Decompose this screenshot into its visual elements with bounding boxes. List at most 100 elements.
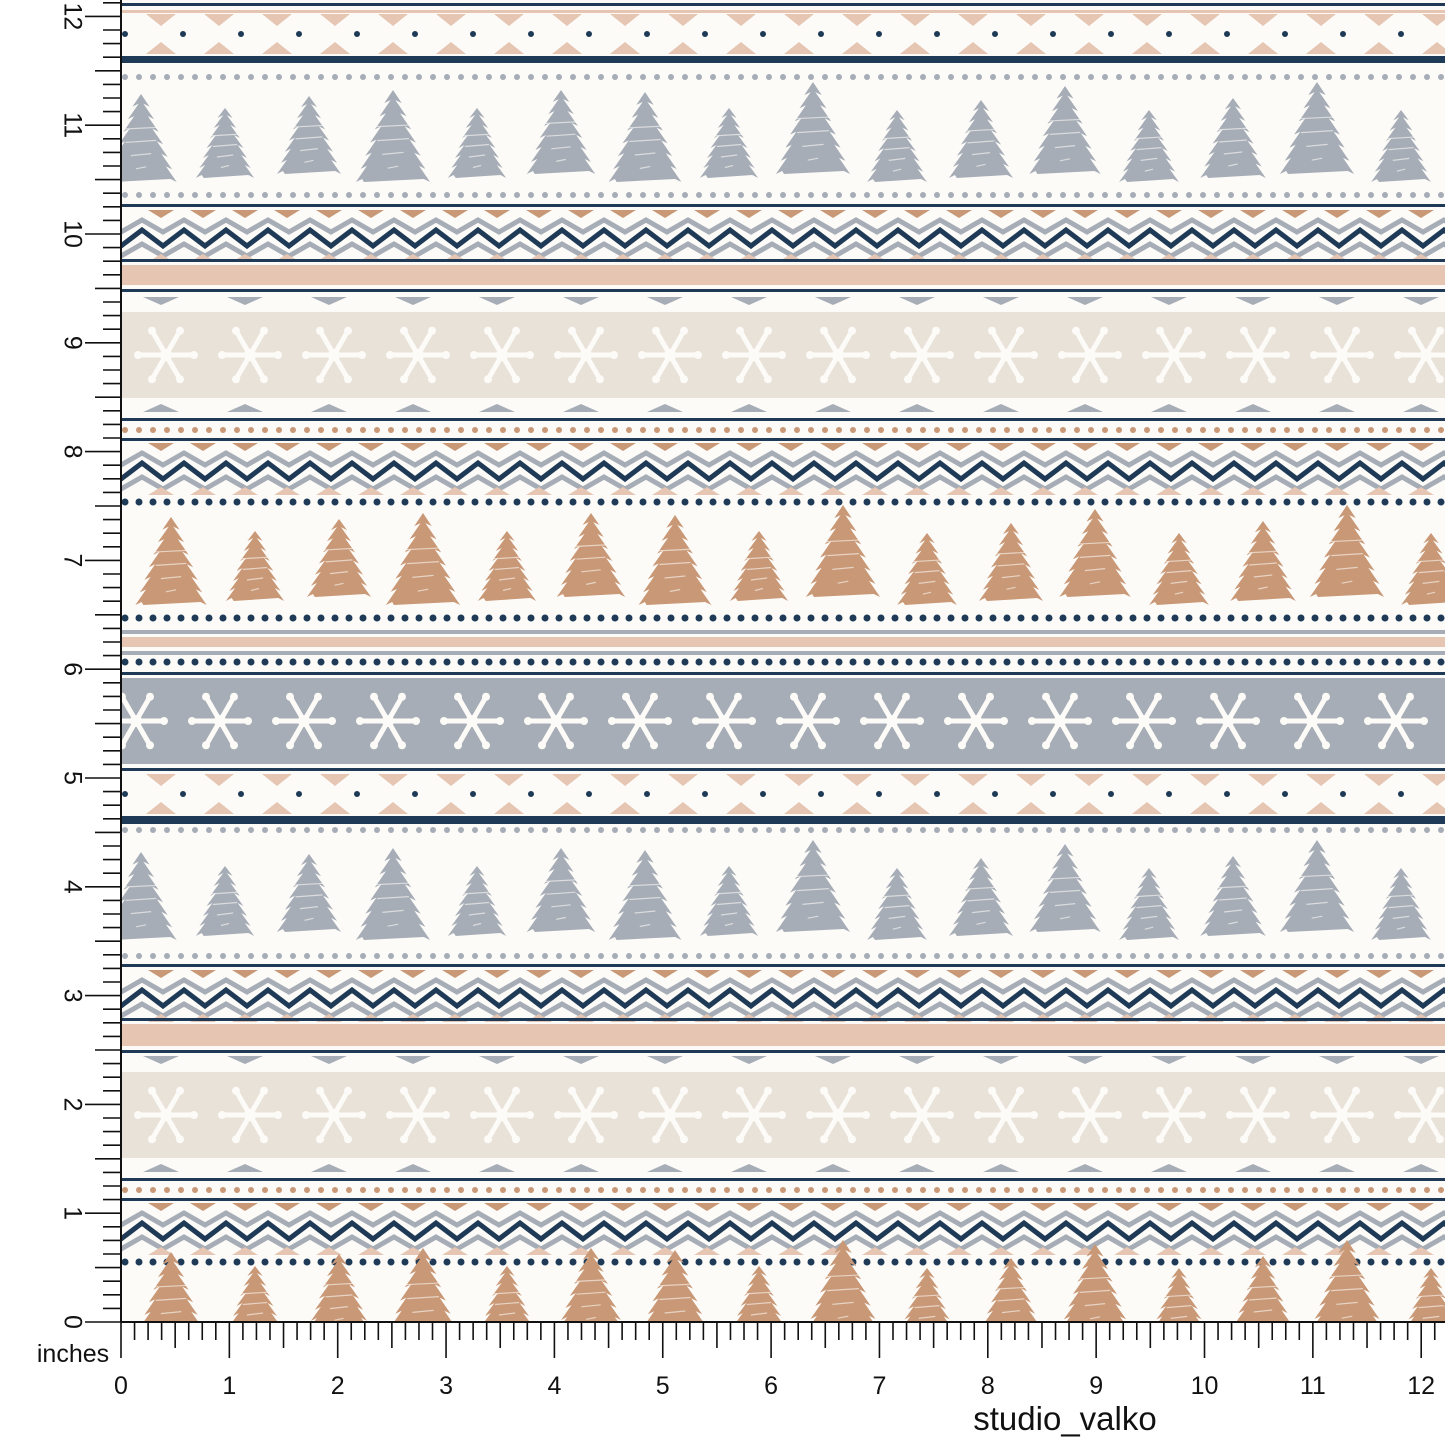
snowflake-tip xyxy=(1000,717,1008,725)
dot xyxy=(696,1187,702,1193)
tree-texture xyxy=(1244,550,1282,554)
dot xyxy=(1032,74,1038,80)
triangle xyxy=(899,1164,935,1172)
dot xyxy=(989,658,997,666)
tree xyxy=(225,531,285,601)
triangle xyxy=(1156,1203,1182,1211)
dot xyxy=(318,74,324,80)
triangle xyxy=(1072,970,1098,978)
triangle xyxy=(400,487,426,495)
dot xyxy=(976,192,982,198)
triangle xyxy=(1408,443,1434,451)
triangle xyxy=(694,487,720,495)
snowflake-core xyxy=(550,715,562,727)
tree-texture xyxy=(976,921,986,925)
triangle xyxy=(1156,487,1182,495)
dot xyxy=(1200,192,1206,198)
tree xyxy=(306,519,372,597)
dot xyxy=(612,827,618,833)
triangle xyxy=(958,42,988,54)
snowflake-tip xyxy=(470,351,478,359)
dot xyxy=(345,498,353,506)
dot xyxy=(836,427,842,433)
snowflake-core xyxy=(214,715,226,727)
tree-texture xyxy=(1249,1297,1277,1301)
triangle xyxy=(1067,1164,1103,1172)
dot xyxy=(262,192,268,198)
triangle xyxy=(820,443,846,451)
dot xyxy=(1367,1258,1375,1266)
tree-texture xyxy=(1306,143,1328,147)
dot xyxy=(1172,1187,1178,1193)
tree-texture xyxy=(1244,1285,1282,1289)
dot xyxy=(780,953,786,959)
triangle xyxy=(1067,297,1103,305)
tree-texture xyxy=(639,165,651,170)
dot xyxy=(850,427,856,433)
triangle xyxy=(274,210,300,218)
tree-texture xyxy=(971,910,991,914)
triangle xyxy=(227,404,263,412)
dot xyxy=(807,614,815,622)
snowflake-core xyxy=(748,1109,760,1121)
dot xyxy=(1046,427,1052,433)
dot xyxy=(808,74,814,80)
dot xyxy=(611,498,619,506)
dot xyxy=(149,658,157,666)
dot xyxy=(696,192,702,198)
tree-texture xyxy=(242,566,268,571)
dot xyxy=(289,658,297,666)
dot xyxy=(247,658,255,666)
tree-texture xyxy=(160,1311,182,1315)
dot xyxy=(1311,498,1319,506)
snowflake-tip xyxy=(1240,1086,1248,1095)
dot xyxy=(1059,498,1067,506)
dot xyxy=(121,498,129,506)
dot xyxy=(738,74,744,80)
triangle xyxy=(1198,970,1224,978)
dot xyxy=(1186,192,1192,198)
dot xyxy=(751,614,759,622)
tree xyxy=(121,94,177,182)
dot xyxy=(1129,658,1137,666)
dot xyxy=(192,953,198,959)
dot xyxy=(1326,427,1332,433)
dot xyxy=(556,74,562,80)
snowflake-tip xyxy=(946,1111,954,1119)
triangle xyxy=(484,970,510,978)
dot xyxy=(317,498,325,506)
dot xyxy=(598,1187,604,1193)
snowflake-tip xyxy=(344,1135,352,1144)
dot xyxy=(318,953,324,959)
dot xyxy=(1298,427,1304,433)
dot xyxy=(276,427,282,433)
snowflake-core xyxy=(244,1109,256,1121)
dot xyxy=(415,658,423,666)
tree-texture xyxy=(502,587,512,592)
dot xyxy=(1367,498,1375,506)
tree xyxy=(867,110,927,182)
tree-texture xyxy=(629,896,661,901)
triangle xyxy=(400,1247,426,1255)
tree-texture xyxy=(837,580,849,584)
triangle xyxy=(479,1056,515,1064)
dot xyxy=(976,1187,982,1193)
tree-texture xyxy=(334,1317,344,1321)
snowflake-tip xyxy=(1126,741,1134,750)
dot xyxy=(458,953,464,959)
dot xyxy=(1270,1187,1276,1193)
triangle xyxy=(395,1056,431,1064)
triangle xyxy=(1366,443,1392,451)
snowflake-tip xyxy=(398,741,406,750)
dot xyxy=(303,614,311,622)
tree-texture xyxy=(1388,147,1414,151)
dot xyxy=(345,1258,353,1266)
dot xyxy=(962,74,968,80)
dot xyxy=(472,827,478,833)
dot xyxy=(1045,658,1053,666)
tree xyxy=(1371,110,1431,182)
dot xyxy=(710,953,716,959)
snowflake-tip xyxy=(440,717,448,725)
dot xyxy=(1242,953,1248,959)
